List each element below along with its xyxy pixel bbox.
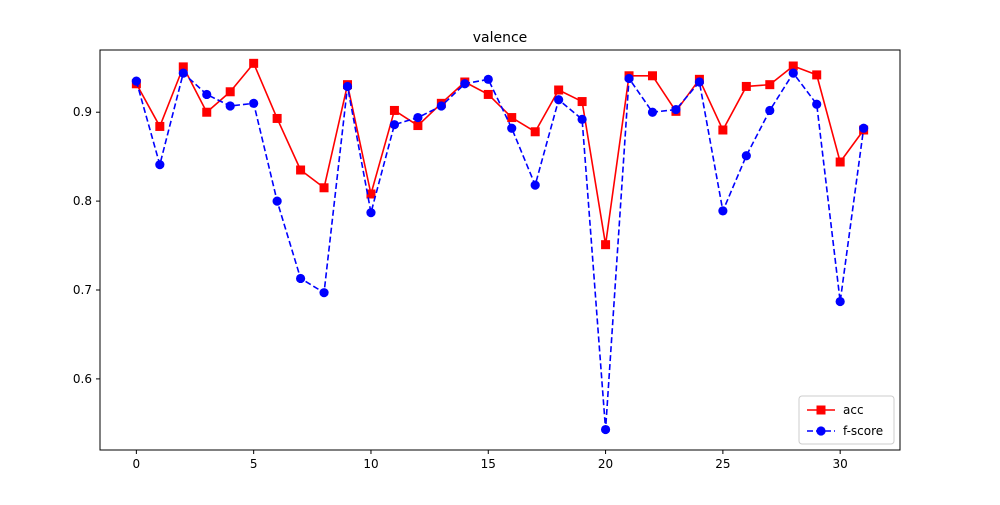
data-point: [460, 79, 470, 89]
axes: 0 5 10 15 20 25 30 0.6 0.7 0.8 0.9: [73, 105, 848, 471]
data-point: [507, 123, 517, 133]
data-point: [319, 288, 329, 298]
data-point: [718, 206, 728, 216]
data-point: [530, 127, 540, 137]
x-tick-label: 25: [715, 457, 730, 471]
data-point: [812, 70, 822, 80]
legend-label: f-score: [843, 424, 883, 438]
data-point: [131, 76, 141, 86]
data-point: [225, 87, 235, 97]
data-point: [624, 73, 634, 84]
data-point: [554, 85, 564, 95]
data-point: [202, 89, 212, 100]
data-point: [671, 104, 681, 115]
data-point: [600, 424, 611, 435]
data-point: [178, 62, 188, 72]
data-point: [413, 112, 423, 123]
data-point: [835, 296, 845, 307]
data-point: [319, 183, 329, 193]
x-tick-label: 5: [250, 457, 258, 471]
data-point: [295, 273, 306, 284]
data-point: [788, 61, 798, 71]
data-point: [178, 68, 188, 78]
x-tick-label: 0: [133, 457, 141, 471]
data-point: [249, 98, 259, 108]
series-layer: [131, 58, 869, 435]
data-point: [225, 101, 235, 111]
series-f-score: [131, 68, 869, 435]
data-point: [647, 71, 657, 81]
data-point: [765, 105, 775, 116]
data-point: [577, 114, 587, 124]
x-tick-label: 10: [363, 457, 378, 471]
data-point: [788, 68, 798, 78]
data-point: [366, 189, 376, 199]
data-point: [155, 121, 165, 131]
series-line: [135, 62, 865, 246]
legend-label: acc: [843, 403, 864, 417]
data-point: [272, 113, 282, 123]
y-tick-label: 0.6: [73, 372, 92, 386]
data-point: [507, 113, 517, 123]
chart-title: valence: [473, 30, 528, 46]
data-point: [765, 80, 775, 90]
data-point: [835, 157, 845, 167]
data-point: [366, 208, 376, 218]
data-point: [741, 151, 751, 161]
data-point: [483, 89, 493, 99]
series-acc: [131, 58, 869, 250]
data-point: [202, 107, 212, 117]
x-tick-label: 15: [481, 457, 496, 471]
data-point: [812, 99, 822, 109]
y-tick-label: 0.7: [73, 283, 92, 297]
data-point: [272, 196, 282, 206]
legend-entry: acc: [807, 403, 864, 417]
data-point: [577, 97, 587, 107]
legend-entry: f-score: [807, 424, 883, 438]
legend-marker: [816, 426, 826, 436]
x-tick-label: 20: [598, 457, 613, 471]
series-line: [135, 72, 865, 431]
x-tick-label: 30: [833, 457, 848, 471]
y-tick-label: 0.9: [73, 105, 92, 119]
data-point: [718, 125, 728, 135]
data-point: [530, 180, 540, 190]
data-point: [601, 240, 611, 250]
data-point: [554, 95, 564, 105]
data-point: [694, 77, 705, 87]
data-point: [413, 121, 423, 131]
plot-frame: [99, 49, 901, 451]
data-point: [389, 120, 400, 130]
data-point: [859, 123, 869, 133]
data-point: [483, 74, 493, 84]
data-point: [436, 101, 446, 111]
data-point: [296, 165, 306, 175]
data-point: [647, 107, 658, 117]
legend: acc f-score: [798, 395, 895, 445]
data-point: [389, 105, 399, 115]
y-tick-label: 0.8: [73, 194, 92, 208]
legend-marker: [816, 405, 826, 415]
data-point: [249, 58, 259, 68]
data-point: [155, 160, 165, 170]
data-point: [342, 81, 353, 92]
data-point: [741, 81, 751, 91]
